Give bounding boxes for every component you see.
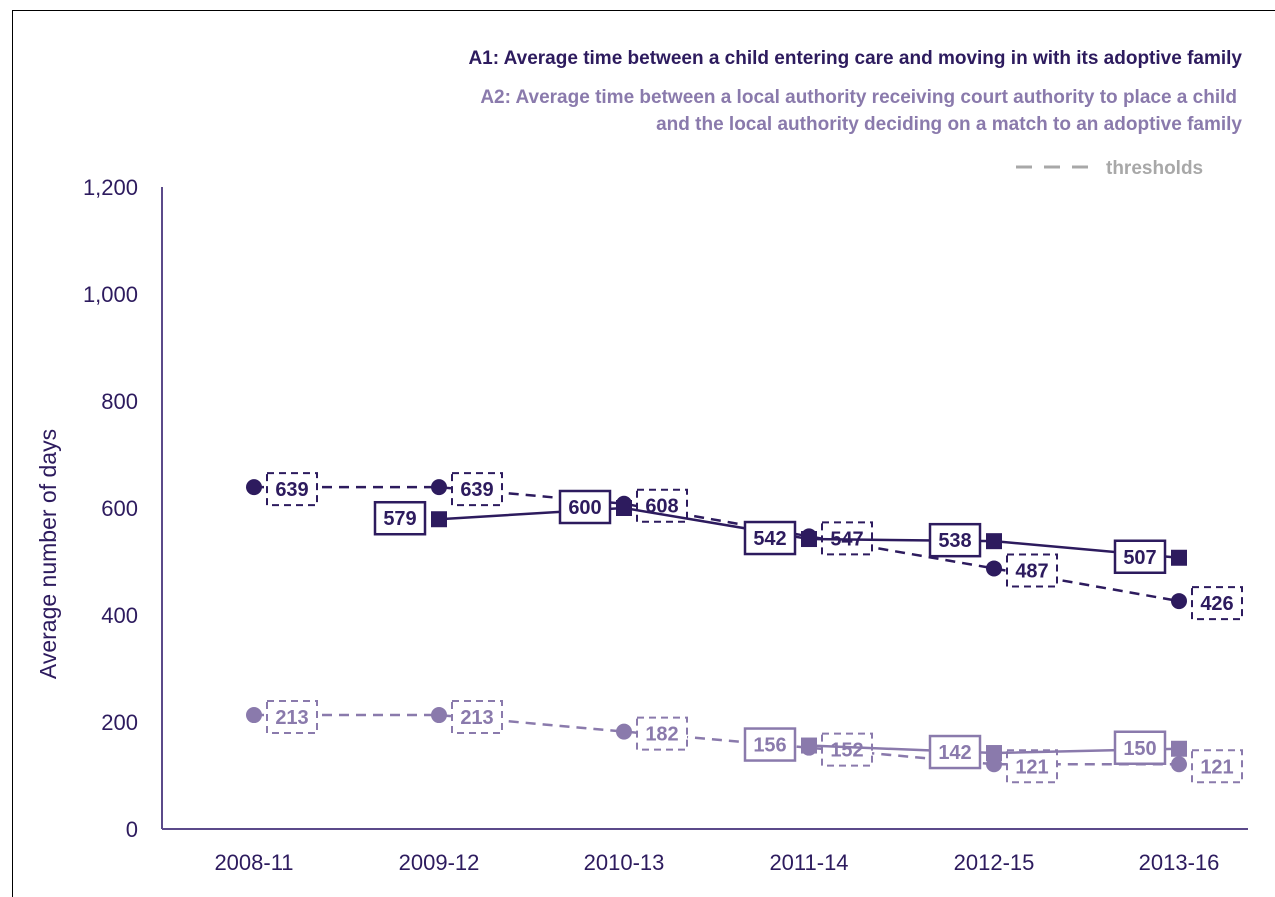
legend: A1: Average time between a child enterin… bbox=[468, 48, 1242, 179]
a2-threshold-point bbox=[1171, 756, 1187, 773]
legend-thresholds-label: thresholds bbox=[1106, 158, 1203, 179]
a1-threshold-label-box bbox=[451, 472, 503, 507]
a2-threshold-data-label: 182 bbox=[645, 724, 678, 746]
y-tick-label: 200 bbox=[101, 710, 138, 735]
a1-actual-point bbox=[616, 500, 632, 516]
x-tick-label: 2012-15 bbox=[954, 850, 1035, 875]
legend-a2-title-line1: A2: Average time between a local authori… bbox=[480, 87, 1237, 108]
a1-actual-label-box bbox=[743, 520, 797, 556]
a2-actual-data-label: 142 bbox=[938, 742, 971, 764]
a2-threshold-point bbox=[431, 707, 447, 724]
a2-threshold-data-label: 213 bbox=[460, 707, 493, 729]
a1-actual-label-box bbox=[558, 489, 612, 525]
a1-threshold-label-box bbox=[1191, 586, 1243, 621]
a2-threshold-data-label: 213 bbox=[275, 707, 308, 729]
a2-actual-label-box bbox=[743, 727, 797, 762]
a2-threshold-point bbox=[616, 723, 632, 740]
a1-actual-point bbox=[431, 511, 447, 528]
a2-actual-point bbox=[1171, 740, 1187, 757]
a1-threshold-point bbox=[1171, 593, 1187, 610]
a1-actual-label-box bbox=[1113, 539, 1167, 575]
axes: 0 200 400 600 800 1,000 1,200 2008-11 2009-12 201… bbox=[35, 175, 1248, 875]
a2-actual-label-box bbox=[1113, 730, 1167, 765]
a2-actual-point bbox=[801, 737, 817, 754]
a2-threshold-label-box bbox=[636, 716, 688, 751]
a1-actual-data-label: 538 bbox=[938, 530, 971, 552]
legend-a1-title: A1: Average time between a child enterin… bbox=[468, 48, 1242, 69]
a2-actual-point bbox=[986, 745, 1002, 762]
a2-threshold-data-label: 121 bbox=[1200, 756, 1233, 778]
a1-threshold-data-label: 639 bbox=[275, 479, 308, 501]
a1-actual-data-label: 507 bbox=[1123, 547, 1156, 569]
a2-threshold-label-box bbox=[1191, 749, 1243, 784]
y-tick-label: 1,200 bbox=[83, 175, 138, 200]
a2-actual-label-box bbox=[928, 734, 982, 770]
a1-threshold-data-label: 639 bbox=[460, 479, 493, 501]
a1-threshold-data-label: 487 bbox=[1015, 560, 1048, 582]
a1-threshold-label-box bbox=[1006, 553, 1058, 588]
a1-actual-data-label: 600 bbox=[568, 497, 601, 519]
legend-a2-title-line2: and the local authority deciding on a ma… bbox=[656, 114, 1242, 135]
a1-threshold-point bbox=[246, 479, 262, 496]
y-axis-title: Average number of days bbox=[35, 429, 61, 679]
a2-threshold-label-box bbox=[1006, 749, 1058, 784]
a1-threshold-point bbox=[431, 479, 447, 496]
a2-threshold-data-label: 121 bbox=[1015, 756, 1048, 778]
a1-actual-point bbox=[1171, 549, 1187, 566]
a1-threshold-line bbox=[254, 485, 1180, 603]
a2-threshold-point bbox=[246, 707, 262, 724]
y-tick-label: 0 bbox=[126, 817, 138, 842]
a2-threshold-data-label: 152 bbox=[830, 740, 863, 762]
y-tick-label: 600 bbox=[101, 496, 138, 521]
x-tick-label: 2008-11 bbox=[214, 850, 293, 875]
x-tick-label: 2013-16 bbox=[1139, 850, 1220, 875]
y-tick-label: 1,000 bbox=[83, 282, 138, 307]
a2-actual-data-label: 150 bbox=[1123, 738, 1156, 760]
a2-threshold-label-box bbox=[821, 732, 873, 767]
a2-actual-data-label: 156 bbox=[753, 735, 786, 757]
x-tick-label: 2009-12 bbox=[399, 850, 480, 875]
a1-actual-data-label: 542 bbox=[753, 528, 786, 550]
x-tick-label: 2010-13 bbox=[584, 850, 665, 875]
a1-actual-data-label: 579 bbox=[383, 508, 416, 530]
a1-threshold-label-box bbox=[266, 472, 318, 507]
a1-actual-label-box bbox=[373, 500, 427, 536]
a2-threshold-label-box bbox=[266, 700, 318, 735]
a1-threshold-point bbox=[986, 560, 1002, 577]
a2-threshold-label-box bbox=[451, 700, 503, 735]
x-tick-label: 2011-14 bbox=[769, 850, 848, 875]
a1-actual-label-box bbox=[928, 522, 982, 558]
a1-actual-point bbox=[801, 531, 817, 548]
chart-frame bbox=[12, 10, 1275, 897]
y-tick-label: 400 bbox=[101, 603, 138, 628]
y-tick-label: 800 bbox=[101, 389, 138, 414]
a1-threshold-data-label: 426 bbox=[1200, 593, 1233, 615]
a1-actual-point bbox=[986, 533, 1002, 550]
